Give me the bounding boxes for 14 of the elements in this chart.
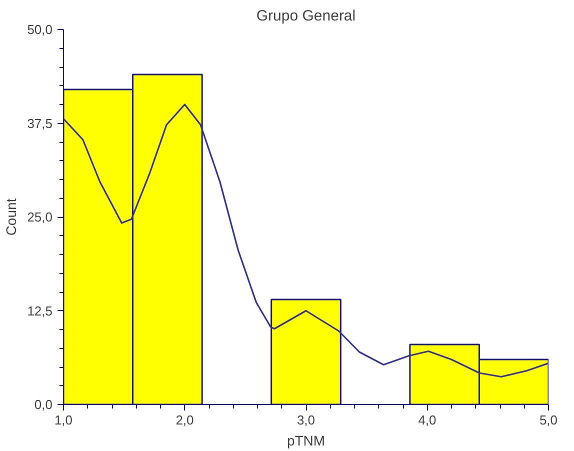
y-tick-label: 0,0 [34,397,53,412]
y-tick-label: 12,5 [27,303,53,318]
line-series [64,104,548,378]
y-tick-label: 25,0 [27,210,53,224]
x-tick-label: 1,0 [54,412,73,428]
x-tick-label: 2,0 [176,412,194,428]
x-tick-label: 4,0 [418,412,436,428]
x-axis-title: pTNM [286,432,326,448]
chart-title: Grupo General [256,8,356,24]
x-tick-label: 5,0 [539,412,558,428]
y-tick-label: 50,0 [27,22,53,37]
y-tick-label: 37,5 [27,116,53,131]
y-axis-title: Count [3,198,20,236]
x-tick-label: 3,0 [296,412,316,428]
